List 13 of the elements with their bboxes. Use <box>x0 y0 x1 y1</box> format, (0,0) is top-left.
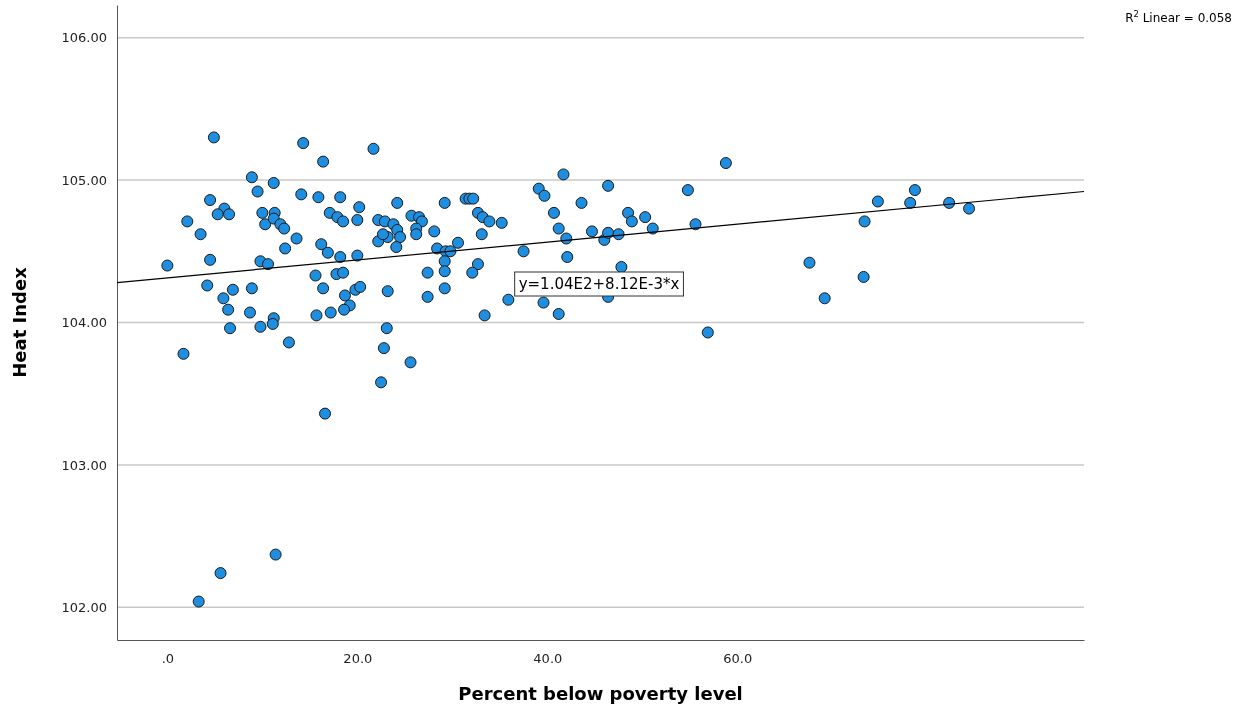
annotation: y=1.04E2+8.12E-3*x <box>518 275 680 293</box>
x-axis-title: Percent below poverty level <box>458 683 743 704</box>
y-tick-label: 102.00 <box>61 599 107 615</box>
y-tick-label: 104.00 <box>61 315 107 331</box>
y-tick-label: 103.00 <box>61 457 107 473</box>
x-tick-label: 60.0 <box>723 651 753 667</box>
x-tick-label: 20.0 <box>343 651 373 667</box>
x-tick-label: .0 <box>161 651 175 667</box>
y-axis-title: Heat Index <box>9 266 30 378</box>
y-tick-label: 105.00 <box>61 172 107 188</box>
text: R$^{2}$ Linear = 0.058 <box>1125 9 1232 25</box>
x-tick-label: 40.0 <box>533 651 563 667</box>
y-tick-label: 106.00 <box>61 30 107 46</box>
